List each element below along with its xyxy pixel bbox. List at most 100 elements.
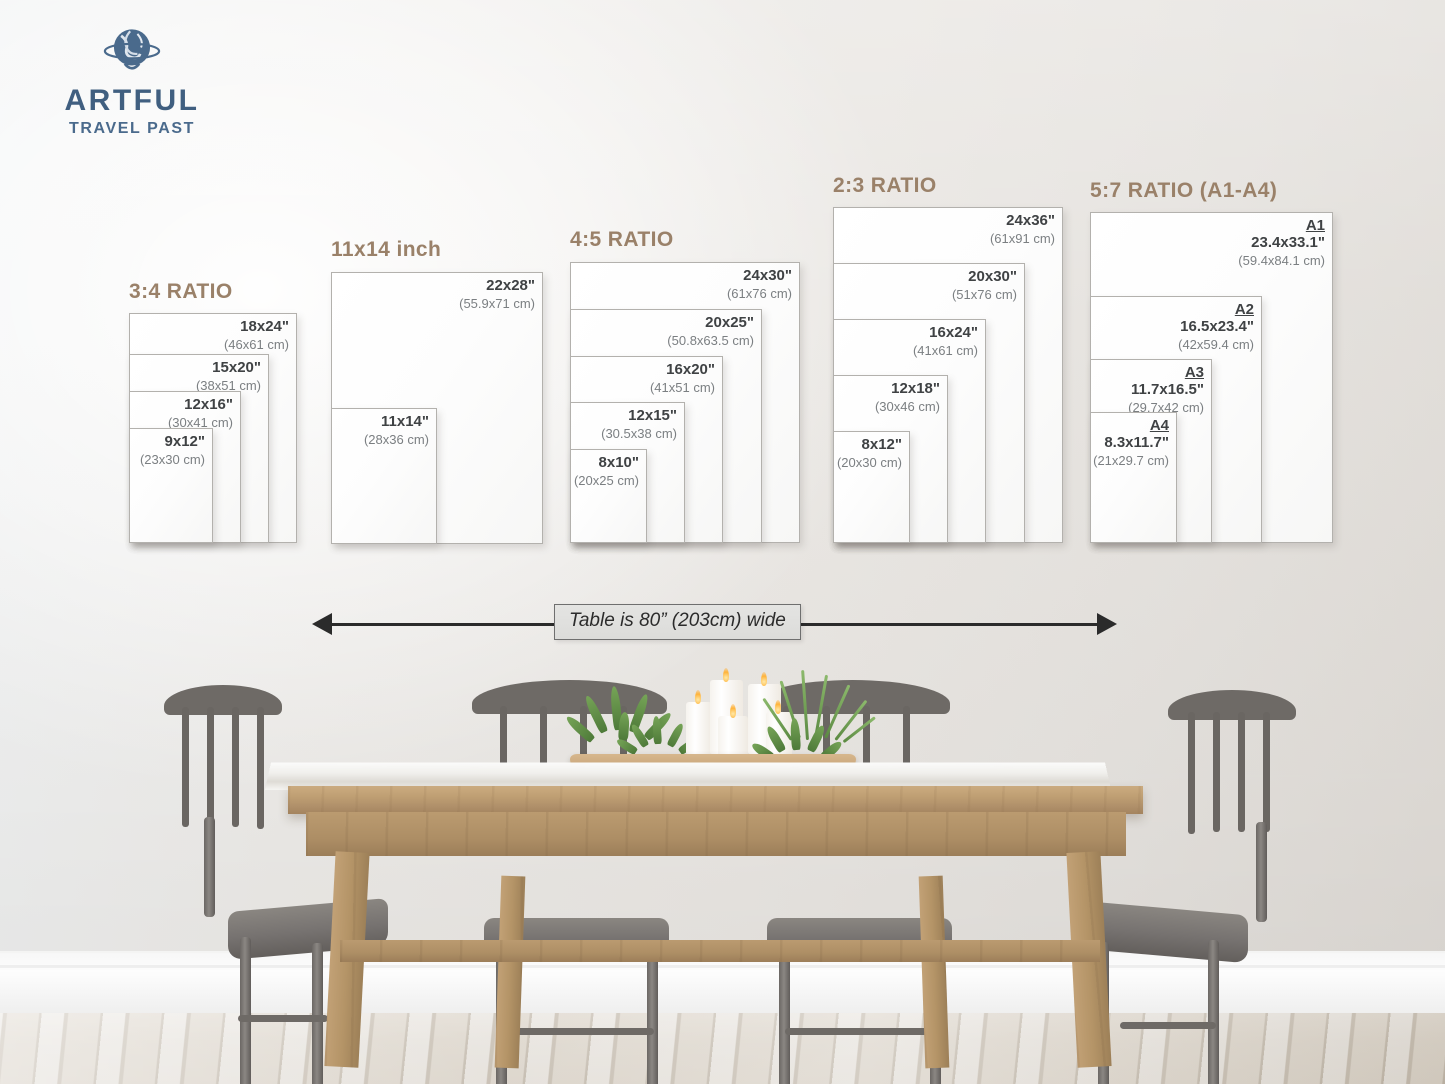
chair-stretcher: [785, 1028, 937, 1035]
frame-label: A3 11.7x16.5" (29.7x42 cm): [1128, 364, 1204, 415]
frame-size-name: A3: [1184, 364, 1204, 381]
candle-flame-icon: [723, 668, 729, 682]
chair-spindle: [1263, 712, 1270, 832]
frame-size-cm: (28x36 cm): [363, 431, 429, 447]
measure-label: Table is 80” (203cm) wide: [554, 604, 801, 640]
frame-size-inches: 11.7x16.5": [1130, 380, 1204, 398]
chair-stretcher: [502, 1028, 654, 1035]
chair-spindle: [903, 706, 910, 810]
frame-size-inches: 20x30": [968, 268, 1017, 285]
chair-spindle: [207, 707, 214, 827]
frame-size-inches: 12x15": [628, 407, 677, 424]
chair-stretcher: [238, 1015, 328, 1022]
chair-spindle: [232, 707, 239, 827]
frame-size-cm: (20x25 cm): [573, 472, 639, 488]
frame-size-inches: 8x10": [598, 454, 639, 471]
frame-size-name: A2: [1234, 301, 1254, 318]
frame-label: 16x24" (41x61 cm): [912, 324, 978, 358]
group-title: 3:4 RATIO: [129, 280, 233, 303]
frame-label: A4 8.3x11.7" (21x29.7 cm): [1093, 417, 1169, 468]
frame-size-inches: 24x30": [743, 267, 792, 284]
chair-leg: [1256, 822, 1267, 922]
frame-label: 18x24" (46x61 cm): [223, 318, 289, 352]
table-leg-inner-right: [918, 875, 950, 1069]
frame-size-cm: (30x41 cm): [167, 414, 233, 430]
frame-size-cm: (30x46 cm): [874, 398, 940, 414]
chair-spindle: [257, 707, 264, 829]
brand-tagline: TRAVEL PAST: [68, 120, 196, 137]
table-leg-inner-left: [494, 875, 526, 1069]
candle-flame-icon: [695, 690, 701, 704]
frame-label: 22x28" (55.9x71 cm): [459, 277, 535, 311]
frame-size-inches: 24x36": [1006, 212, 1055, 229]
chair-stretcher: [1120, 1022, 1216, 1029]
frame-size-inches: 16x20": [666, 361, 715, 378]
frame-label: A2 16.5x23.4" (42x59.4 cm): [1178, 301, 1254, 352]
frame-label: 24x36" (61x91 cm): [989, 212, 1055, 246]
frame-size-inches: 12x18": [891, 380, 940, 397]
frame-label: 16x20" (41x51 cm): [649, 361, 715, 395]
chair-spindle: [1213, 712, 1220, 832]
frame-a4[interactable]: A4 8.3x11.7" (21x29.7 cm): [1090, 412, 1177, 543]
group-title: 4:5 RATIO: [570, 228, 674, 251]
frame-size-inches: 11x14": [381, 413, 429, 430]
brand-name: ARTFUL: [64, 84, 200, 117]
frame-label: 8x10" (20x25 cm): [573, 454, 639, 488]
chair-spindle: [182, 707, 189, 827]
frame-size-cm: (29.7x42 cm): [1128, 399, 1204, 415]
frame-8x10[interactable]: 8x10" (20x25 cm): [570, 449, 647, 543]
frame-size-cm: (46x61 cm): [223, 336, 289, 352]
candle: [686, 702, 712, 754]
frame-label: 20x30" (51x76 cm): [951, 268, 1017, 302]
frame-size-cm: (41x61 cm): [912, 342, 978, 358]
candle-flame-icon: [730, 704, 736, 718]
frame-size-cm: (41x51 cm): [649, 379, 715, 395]
frame-label: 12x16" (30x41 cm): [167, 396, 233, 430]
chair-spindle: [500, 706, 507, 810]
frame-11x14[interactable]: 11x14" (28x36 cm): [331, 408, 437, 544]
table-apron: [306, 812, 1126, 856]
frame-size-name: A4: [1149, 417, 1169, 434]
frame-size-inches: 8x12": [861, 436, 902, 453]
frame-label: 11x14" (28x36 cm): [363, 413, 429, 447]
frame-size-cm: (42x59.4 cm): [1178, 336, 1254, 352]
chair-far-left: [152, 685, 388, 1084]
group-title: 2:3 RATIO: [833, 174, 937, 197]
candle-flame-icon: [775, 700, 781, 714]
chair-leg: [204, 817, 215, 917]
chair-spindle: [1238, 712, 1245, 832]
dining-room-furniture: [0, 640, 1445, 1084]
chair-leg: [312, 943, 323, 1084]
frame-label: 8x12" (20x30 cm): [836, 436, 902, 470]
frame-9x12[interactable]: 9x12" (23x30 cm): [129, 428, 213, 543]
globe-icon: [103, 29, 161, 70]
frame-size-cm: (59.4x84.1 cm): [1238, 252, 1325, 268]
frame-label: 15x20" (38x51 cm): [195, 359, 261, 393]
frame-label: 9x12" (23x30 cm): [139, 433, 205, 467]
frame-label: 24x30" (61x76 cm): [726, 267, 792, 301]
frame-size-inches: 18x24": [240, 318, 289, 335]
frame-size-cm: (38x51 cm): [195, 377, 261, 393]
frame-size-name: A1: [1305, 217, 1325, 234]
frame-size-cm: (23x30 cm): [139, 451, 205, 467]
arrow-right-icon: [1097, 613, 1117, 635]
frame-size-cm: (61x76 cm): [726, 285, 792, 301]
frame-size-inches: 22x28": [486, 277, 535, 294]
frame-label: 12x15" (30.5x38 cm): [601, 407, 677, 441]
chair-spindle: [863, 706, 870, 810]
group-title: 5:7 RATIO (A1-A4): [1090, 179, 1278, 202]
group-title: 11x14 inch: [331, 238, 442, 261]
frame-size-cm: (51x76 cm): [951, 286, 1017, 302]
table-top: [288, 786, 1143, 814]
chair-leg: [240, 937, 251, 1084]
frame-label: 12x18" (30x46 cm): [874, 380, 940, 414]
frame-size-cm: (55.9x71 cm): [459, 295, 535, 311]
frame-size-cm: (61x91 cm): [989, 230, 1055, 246]
frame-size-inches: 16x24": [929, 324, 978, 341]
chair-spindle: [1188, 712, 1195, 834]
chair-spindle: [540, 706, 547, 810]
frame-size-cm: (20x30 cm): [836, 454, 902, 470]
frame-8x12[interactable]: 8x12" (20x30 cm): [833, 431, 910, 543]
brand-logo: ARTFUL TRAVEL PAST: [32, 24, 232, 137]
